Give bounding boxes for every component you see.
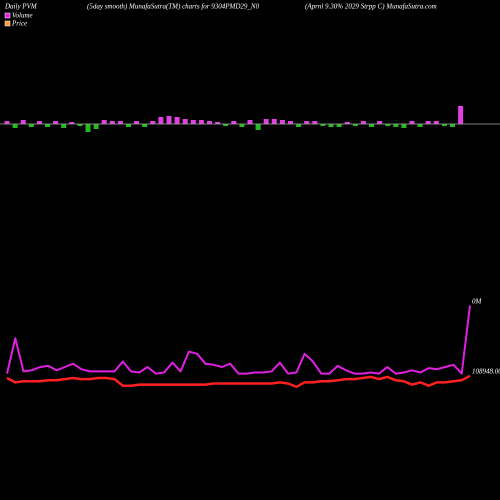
volume-bar (369, 124, 374, 127)
price-label: 108948.00 (472, 368, 500, 376)
volume-bar (393, 124, 399, 127)
volume-bar (61, 124, 67, 128)
volume-label: 0M (472, 298, 483, 306)
volume-bar (198, 120, 204, 124)
volume-bar (271, 119, 277, 124)
volume-bar (409, 121, 415, 124)
volume-bar (263, 119, 269, 124)
volume-bar (158, 117, 164, 124)
volume-bar (182, 119, 188, 124)
volume-bar (174, 117, 180, 124)
volume-bar (328, 124, 334, 127)
volume-bar (433, 121, 439, 124)
volume-bar (20, 120, 26, 124)
volume-bar (53, 121, 59, 124)
volume-bar (28, 124, 34, 127)
volume-bar (312, 121, 318, 124)
volume-bar (223, 124, 229, 126)
volume-bar (417, 124, 423, 127)
volume-bar (279, 120, 285, 124)
volume-bar (247, 120, 253, 124)
volume-bar (296, 124, 302, 127)
volume-bar (304, 121, 310, 124)
volume-bar (377, 121, 383, 124)
volume-bar (320, 124, 326, 126)
legend-swatch (4, 20, 11, 27)
volume-bar (150, 121, 156, 124)
volume-bar (134, 121, 140, 124)
volume-bar (458, 106, 464, 124)
volume-bar (101, 120, 107, 124)
volume-bar (109, 121, 115, 124)
volume-bar (239, 124, 245, 127)
chart-title: Daily PVM (4, 3, 38, 11)
volume-bar (166, 116, 172, 124)
volume-bar (385, 124, 391, 126)
volume-bar (207, 121, 212, 124)
volume-bar (344, 122, 350, 124)
chart-caption: (Aprnl 9.30% 2029 Strpp C) MunafaSutra.c… (305, 3, 437, 11)
volume-bar (77, 124, 83, 126)
volume-bar (401, 124, 407, 128)
volume-bar (360, 121, 366, 124)
volume-bar (93, 124, 99, 129)
legend-label: Price (11, 20, 27, 28)
volume-bar (441, 124, 447, 126)
volume-bar (117, 121, 123, 124)
volume-bar (425, 121, 431, 124)
volume-bar (288, 121, 293, 124)
volume-bar (142, 124, 148, 127)
chart-subtitle: (5day smooth) MunafaSutra(TM) charts for… (87, 3, 260, 11)
volume-bar (255, 124, 261, 130)
volume-bar (4, 121, 10, 124)
volume-line (6, 305, 471, 375)
volume-bar (126, 124, 131, 127)
volume-bar (12, 124, 18, 128)
price-line (6, 374, 471, 389)
volume-bar (69, 122, 75, 124)
volume-bar (45, 124, 50, 127)
legend-swatch (4, 12, 11, 19)
volume-bar (85, 124, 91, 132)
volume-bar (336, 124, 342, 127)
legend-label: Volume (12, 12, 33, 20)
volume-bar (352, 124, 358, 126)
volume-bar (190, 120, 196, 124)
volume-bar (231, 121, 237, 124)
volume-bar (450, 124, 455, 127)
volume-bar (215, 122, 221, 124)
volume-bar (36, 121, 42, 124)
